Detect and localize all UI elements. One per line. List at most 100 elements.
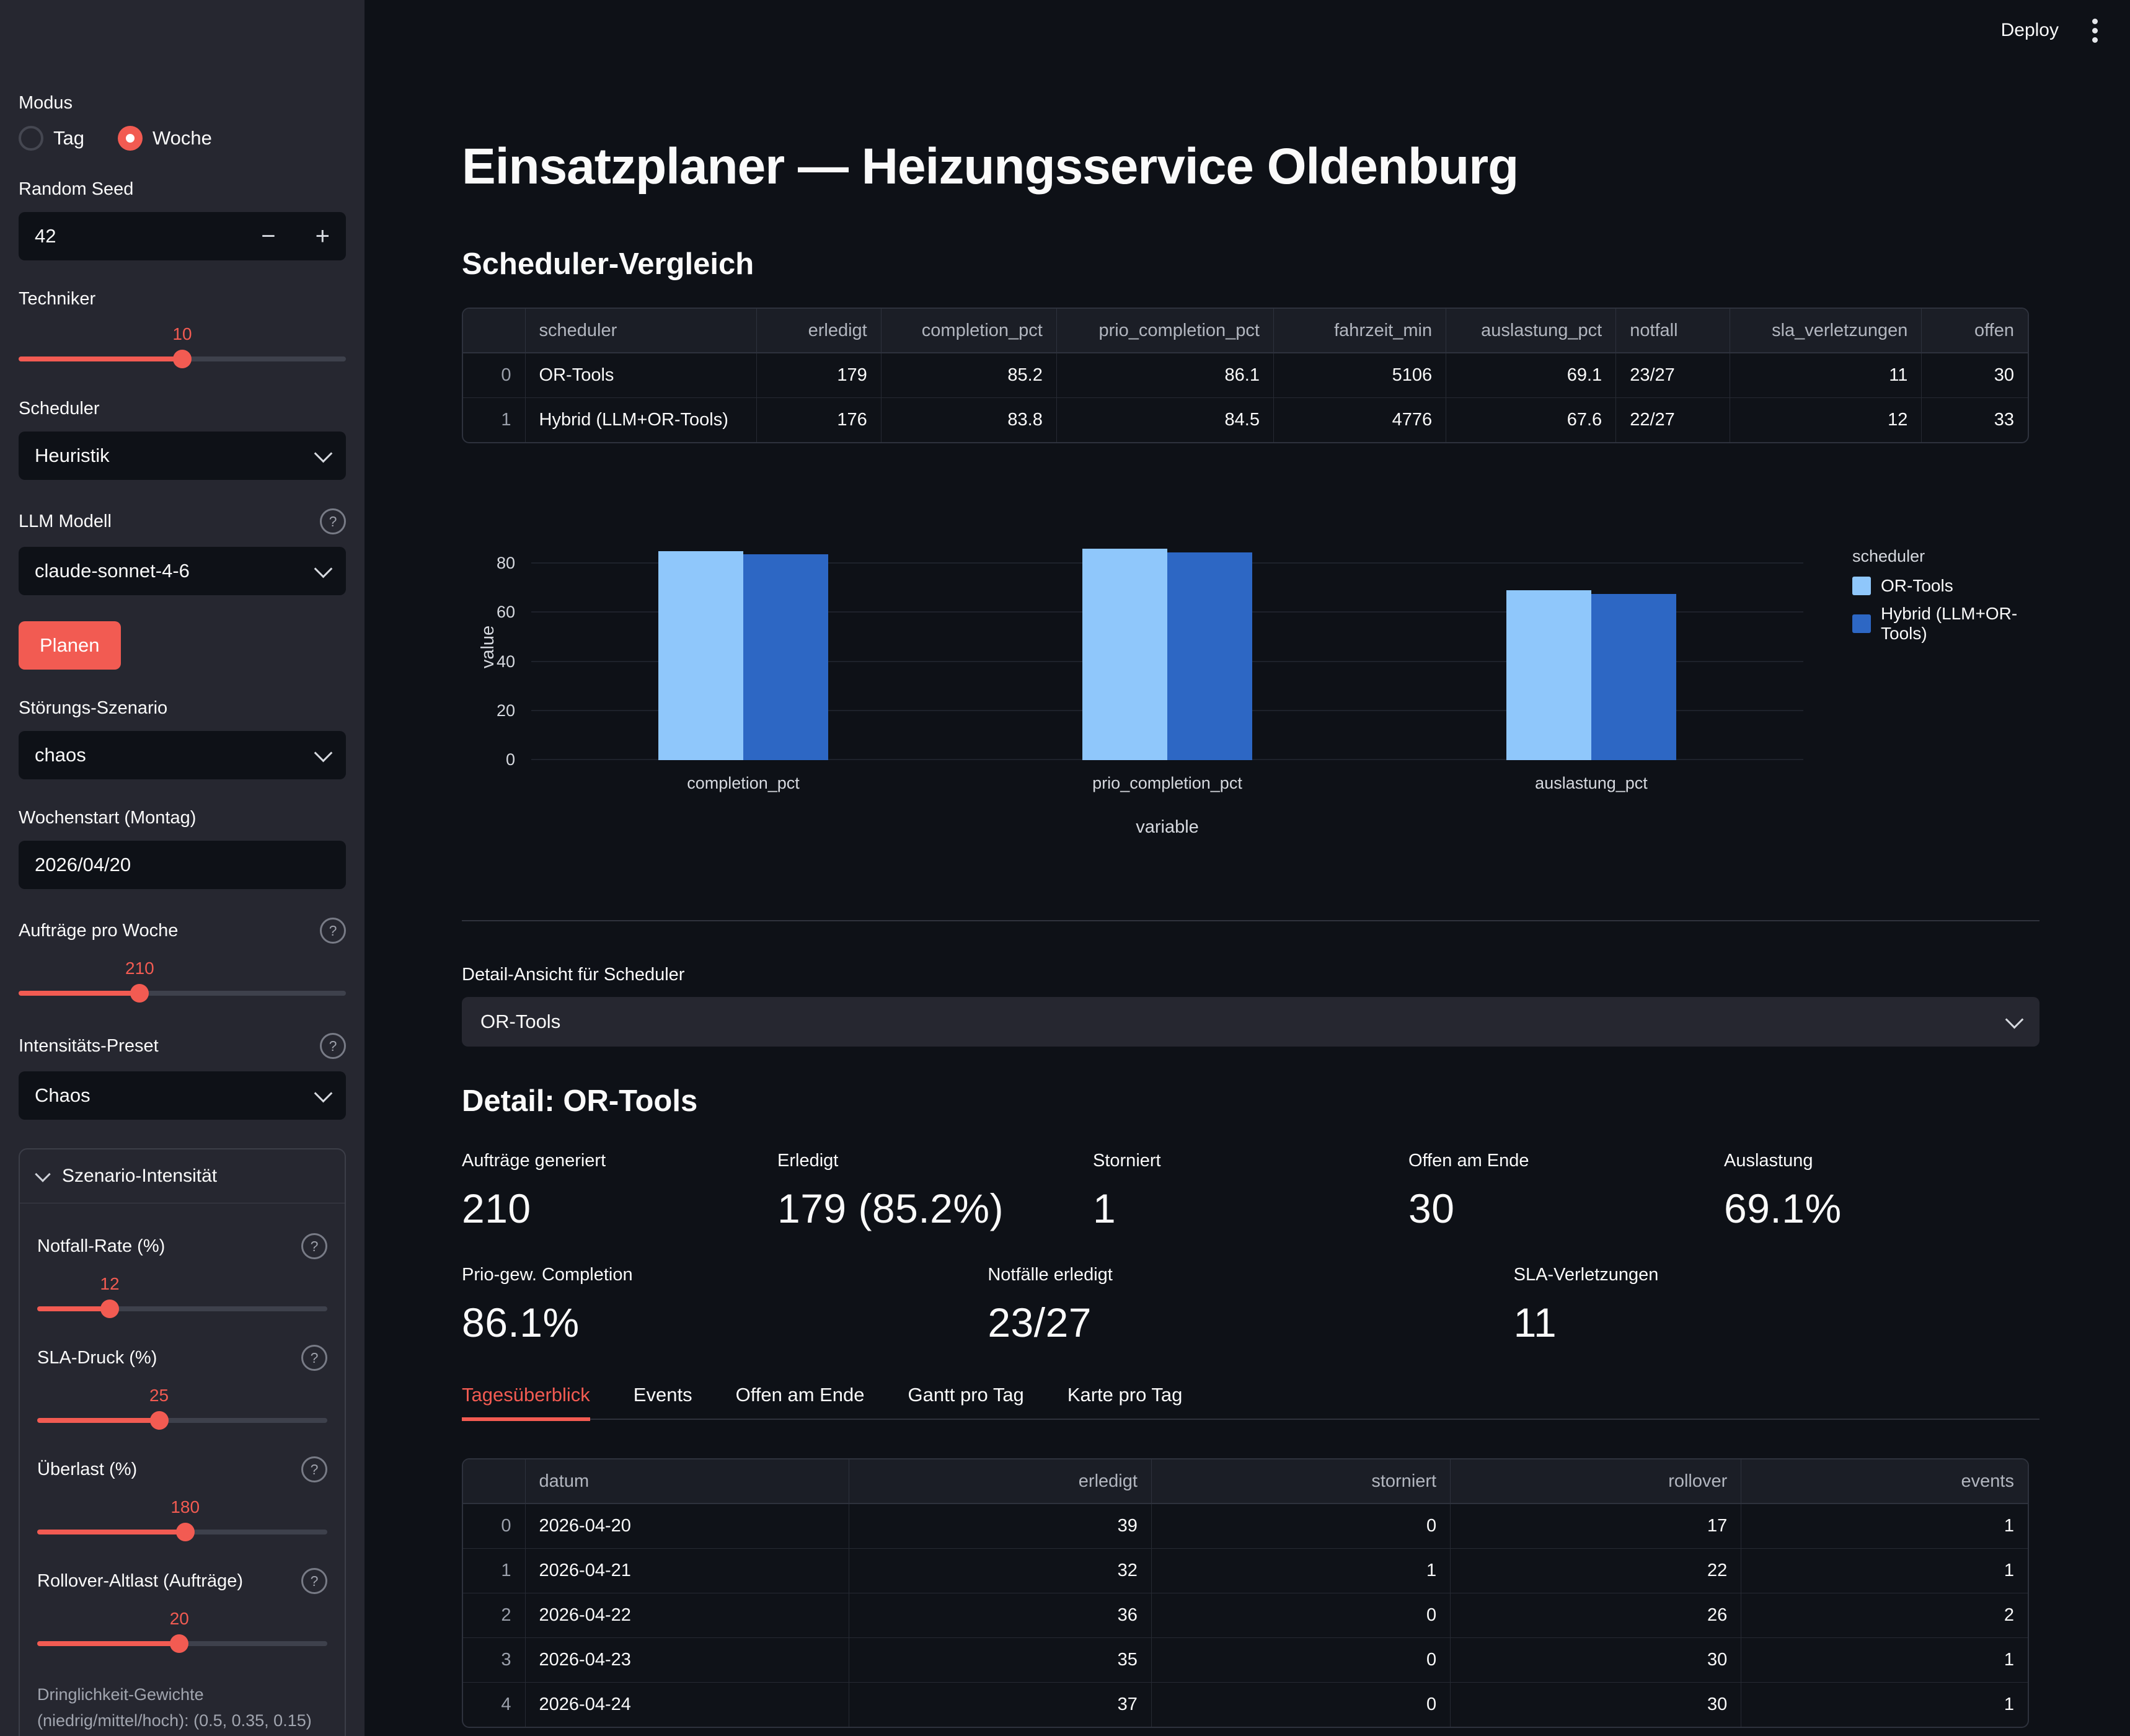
intensity-slider[interactable]: 25 xyxy=(37,1386,327,1432)
metric-value: 69.1% xyxy=(1724,1185,1842,1231)
seed-increment-button[interactable]: + xyxy=(315,223,330,250)
table-cell: 30 xyxy=(1921,353,2028,398)
slider-track[interactable] xyxy=(19,991,346,996)
random-seed-label-row: Random Seed xyxy=(19,179,346,200)
random-seed-input[interactable]: 42 − + xyxy=(19,212,346,260)
table-cell: 37 xyxy=(848,1682,1152,1727)
slider-value: 12 xyxy=(100,1274,120,1293)
expander-slider-label-row: SLA-Druck (%)? xyxy=(37,1345,327,1371)
slider-thumb[interactable] xyxy=(173,350,192,368)
scheduler-compare-table[interactable]: scheduler erledigt completion_pct prio_comp… xyxy=(462,308,2029,443)
kebab-menu-icon[interactable] xyxy=(2092,27,2098,33)
expander-header[interactable]: Szenario-Intensität xyxy=(20,1149,345,1203)
legend-item-or-tools[interactable]: OR-Tools xyxy=(1852,576,2039,596)
legend-item-hybrid-llm-or-tools-[interactable]: Hybrid (LLM+OR-Tools) xyxy=(1852,604,2039,644)
main-content: Einsatzplaner — Heizungsservice Oldenbur… xyxy=(462,0,2039,1736)
planen-button[interactable]: Planen xyxy=(19,621,121,670)
auftraege-slider[interactable]: 210 xyxy=(19,959,346,1004)
dringlichkeit-caption: Dringlichkeit-Gewichte (niedrig/mittel/ho… xyxy=(37,1685,312,1730)
table-cell: 1 xyxy=(1741,1548,2028,1593)
metric: Aufträge generiert 210 xyxy=(462,1151,777,1232)
metric: Storniert 1 xyxy=(1093,1151,1408,1232)
slider-value: 10 xyxy=(172,324,192,343)
slider-fill xyxy=(37,1530,185,1534)
slider-fill xyxy=(37,1306,110,1311)
metric-value: 30 xyxy=(1408,1185,1455,1231)
day-overview-table[interactable]: datum erledigt storniert rollover events 0 202… xyxy=(462,1458,2029,1728)
metric: Erledigt 179 (85.2%) xyxy=(777,1151,1093,1232)
techniker-slider[interactable]: 10 xyxy=(19,324,346,370)
scheduler-value: Heuristik xyxy=(35,445,110,466)
row-index-cell: 3 xyxy=(463,1637,526,1683)
table-row: 0 2026-04-20 39 0 17 1 xyxy=(463,1504,2028,1549)
slider-track[interactable] xyxy=(37,1418,327,1423)
y-axis-title: value xyxy=(478,625,498,669)
column-header: storniert xyxy=(1151,1459,1451,1504)
intensity-slider[interactable]: 20 xyxy=(37,1609,327,1655)
table-cell: 23/27 xyxy=(1615,353,1730,398)
radio-label: Woche xyxy=(152,127,212,149)
tab-gantt-pro-tag[interactable]: Gantt pro Tag xyxy=(908,1384,1024,1406)
metric-label: Notfälle erledigt xyxy=(988,1265,1113,1285)
table-cell: Hybrid (LLM+OR-Tools) xyxy=(524,397,757,442)
tab-tages-berblick[interactable]: Tagesüberblick xyxy=(462,1384,590,1421)
auftraege-label-row: Aufträge pro Woche ? xyxy=(19,918,346,944)
stoerungs-szenario-select[interactable]: chaos xyxy=(19,731,346,779)
table-cell: OR-Tools xyxy=(524,353,757,398)
modus-radio-group: Tag Woche xyxy=(19,126,346,151)
chevron-down-icon xyxy=(2005,1010,2024,1029)
row-index-cell: 0 xyxy=(501,1516,511,1536)
table-cell: 86.1 xyxy=(1056,353,1274,398)
tab-events[interactable]: Events xyxy=(633,1384,692,1406)
table-row: 3 2026-04-23 35 0 30 1 xyxy=(463,1637,2028,1683)
wochenstart-date-input[interactable]: 2026/04/20 xyxy=(19,841,346,889)
table-cell: 67.6 xyxy=(1446,397,1616,442)
scheduler-label: Scheduler xyxy=(19,399,100,418)
seed-decrement-button[interactable]: − xyxy=(261,223,276,250)
metric: Auslastung 69.1% xyxy=(1724,1151,2039,1232)
column-header: erledigt xyxy=(848,1459,1152,1504)
x-tick-label: completion_pct xyxy=(687,774,800,792)
expander-title: Szenario-Intensität xyxy=(62,1166,218,1186)
help-icon[interactable]: ? xyxy=(301,1233,327,1259)
slider-thumb[interactable] xyxy=(100,1300,119,1318)
scheduler-select[interactable]: Heuristik xyxy=(19,432,346,480)
slider-label: Rollover-Altlast (Aufträge) xyxy=(37,1570,243,1591)
slider-thumb[interactable] xyxy=(175,1523,195,1541)
tab-karte-pro-tag[interactable]: Karte pro Tag xyxy=(1067,1384,1183,1406)
help-icon[interactable]: ? xyxy=(301,1456,327,1482)
column-header: prio_completion_pct xyxy=(1056,309,1274,353)
modus-radio-tag[interactable]: Tag xyxy=(19,126,84,151)
table-row: 1 Hybrid (LLM+OR-Tools) 176 83.8 84.5 4776 67.… xyxy=(463,397,2028,442)
modus-radio-woche[interactable]: Woche xyxy=(117,126,212,151)
help-icon[interactable]: ? xyxy=(320,508,346,534)
column-header: fahrzeit_min xyxy=(1273,309,1446,353)
intensity-slider[interactable]: 12 xyxy=(37,1274,327,1320)
bar-or-tools-completion_pct xyxy=(658,551,743,760)
detail-scheduler-select[interactable]: OR-Tools xyxy=(462,997,2039,1047)
intensity-slider[interactable]: 180 xyxy=(37,1497,327,1543)
slider-thumb[interactable] xyxy=(149,1411,169,1430)
slider-thumb[interactable] xyxy=(170,1634,189,1653)
section-detail: Detail: OR-Tools xyxy=(462,1084,698,1118)
table-cell: 30 xyxy=(1450,1682,1741,1727)
llm-modell-select[interactable]: claude-sonnet-4-6 xyxy=(19,547,346,595)
table-cell: 12 xyxy=(1730,397,1922,442)
slider-thumb[interactable] xyxy=(130,984,149,1003)
auftraege-label: Aufträge pro Woche xyxy=(19,920,179,941)
table-cell: 84.5 xyxy=(1056,397,1274,442)
detail-tabs: Tagesüberblick Events Offen am Ende Gantt p… xyxy=(462,1384,2039,1421)
table-cell: 35 xyxy=(848,1637,1152,1683)
row-index-cell: 4 xyxy=(463,1682,526,1727)
help-icon[interactable]: ? xyxy=(320,1033,346,1059)
slider-label: SLA-Druck (%) xyxy=(37,1347,157,1368)
help-icon[interactable]: ? xyxy=(301,1568,327,1594)
legend-swatch xyxy=(1852,577,1871,595)
slider-track[interactable] xyxy=(37,1306,327,1311)
intensitaets-preset-select[interactable]: Chaos xyxy=(19,1071,346,1120)
tab-offen-am-ende[interactable]: Offen am Ende xyxy=(735,1384,865,1406)
help-icon[interactable]: ? xyxy=(301,1345,327,1371)
deploy-button[interactable]: Deploy xyxy=(2000,20,2059,40)
table-cell: 5106 xyxy=(1273,353,1446,398)
help-icon[interactable]: ? xyxy=(320,918,346,944)
